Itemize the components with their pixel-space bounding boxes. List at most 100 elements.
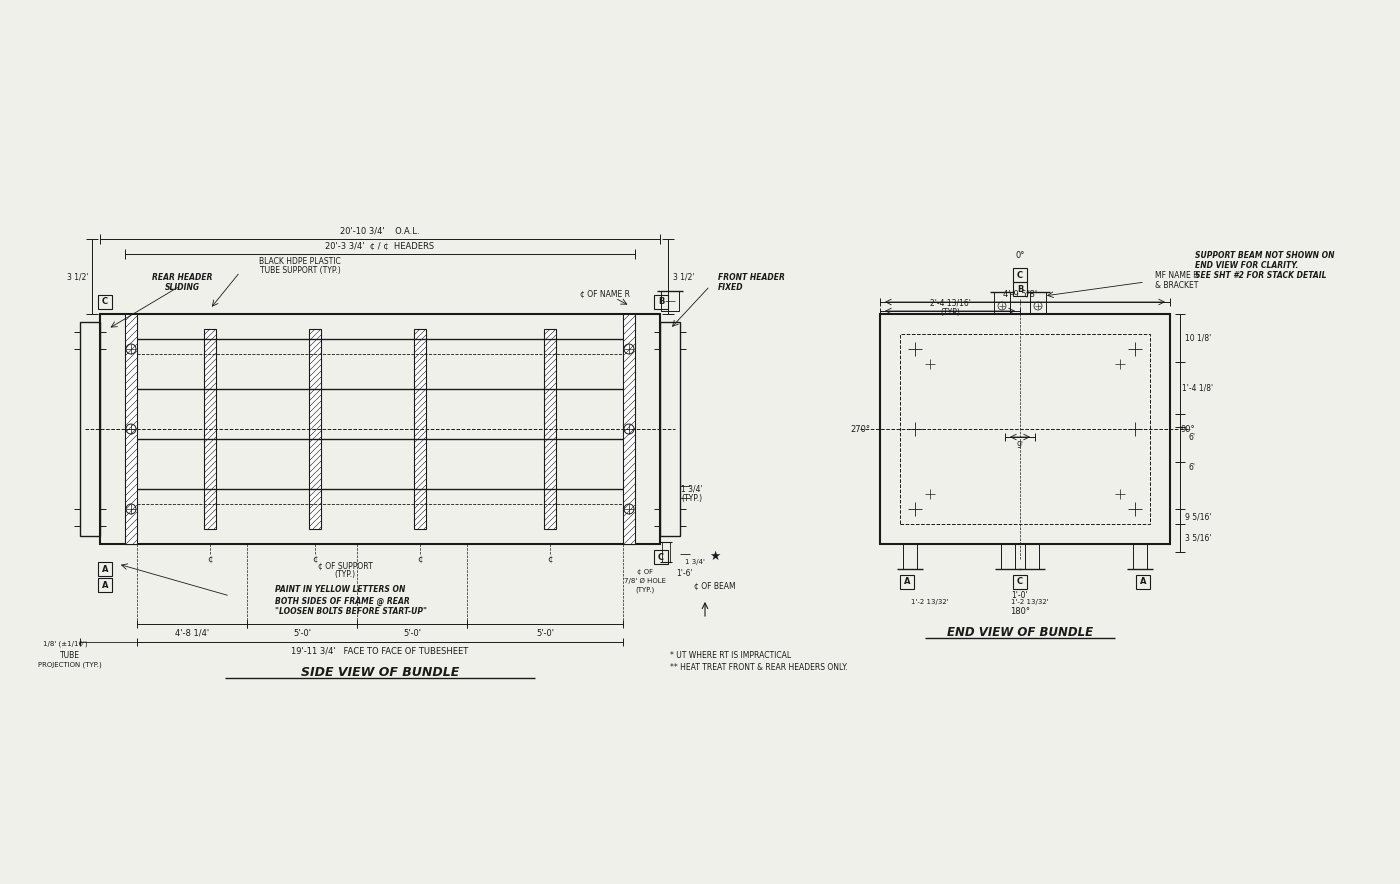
Bar bbox=[661, 291, 679, 311]
Bar bbox=[1025, 544, 1039, 569]
Text: 6': 6' bbox=[1189, 433, 1196, 443]
Text: B: B bbox=[658, 298, 664, 307]
Text: SIDE VIEW OF BUNDLE: SIDE VIEW OF BUNDLE bbox=[301, 666, 459, 679]
Text: ** HEAT TREAT FRONT & REAR HEADERS ONLY.: ** HEAT TREAT FRONT & REAR HEADERS ONLY. bbox=[671, 664, 848, 673]
Text: 9 5/16': 9 5/16' bbox=[1184, 512, 1211, 521]
Bar bbox=[1001, 544, 1015, 569]
Text: 1'-2 13/32': 1'-2 13/32' bbox=[1011, 599, 1049, 605]
Text: * UT WHERE RT IS IMPRACTICAL: * UT WHERE RT IS IMPRACTICAL bbox=[671, 652, 791, 660]
Text: 19'-11 3/4'   FACE TO FACE OF TUBESHEET: 19'-11 3/4' FACE TO FACE OF TUBESHEET bbox=[291, 646, 469, 656]
Text: FIXED: FIXED bbox=[718, 283, 743, 292]
Text: 20'-3 3/4'  ¢ / ¢  HEADERS: 20'-3 3/4' ¢ / ¢ HEADERS bbox=[325, 241, 434, 250]
Bar bbox=[994, 292, 1009, 314]
Text: A: A bbox=[102, 565, 108, 574]
Text: BLACK HDPE PLASTIC: BLACK HDPE PLASTIC bbox=[259, 257, 340, 266]
Text: REAR HEADER: REAR HEADER bbox=[151, 273, 213, 283]
Bar bbox=[662, 542, 671, 562]
Text: B: B bbox=[1016, 285, 1023, 293]
Bar bbox=[881, 314, 1170, 544]
Text: 2'-4 13/16': 2'-4 13/16' bbox=[930, 299, 970, 308]
Text: 1'-4 1/8': 1'-4 1/8' bbox=[1183, 384, 1214, 392]
Text: 9': 9' bbox=[1016, 440, 1023, 449]
Text: 3 5/16': 3 5/16' bbox=[1184, 534, 1211, 543]
Bar bbox=[1014, 268, 1028, 282]
Text: ¢: ¢ bbox=[417, 554, 423, 563]
Bar bbox=[654, 295, 668, 309]
Bar bbox=[98, 562, 112, 576]
Bar bbox=[80, 322, 99, 536]
Text: 4'-8 1/4': 4'-8 1/4' bbox=[175, 629, 209, 637]
Bar bbox=[900, 575, 914, 589]
Text: ¢ OF: ¢ OF bbox=[637, 569, 652, 575]
Bar bbox=[1014, 575, 1028, 589]
Text: "LOOSEN BOLTS BEFORE START-UP": "LOOSEN BOLTS BEFORE START-UP" bbox=[274, 607, 427, 616]
Bar bbox=[545, 329, 556, 529]
Text: A: A bbox=[1140, 577, 1147, 586]
Bar bbox=[414, 329, 426, 529]
Text: 1'-2 13/32': 1'-2 13/32' bbox=[911, 599, 949, 605]
Text: ★: ★ bbox=[710, 550, 721, 562]
Text: 0°: 0° bbox=[1015, 252, 1025, 261]
Text: (TYP.): (TYP.) bbox=[682, 493, 703, 502]
Bar bbox=[1133, 544, 1147, 569]
Bar bbox=[125, 314, 137, 544]
Text: 1'-0': 1'-0' bbox=[1012, 591, 1029, 600]
Text: ¢ OF NAME R: ¢ OF NAME R bbox=[580, 289, 630, 299]
Text: PAINT IN YELLOW LETTERS ON: PAINT IN YELLOW LETTERS ON bbox=[274, 585, 406, 595]
Text: 90°: 90° bbox=[1180, 424, 1196, 433]
Text: TUBE SUPPORT (TYP.): TUBE SUPPORT (TYP.) bbox=[259, 266, 340, 276]
Text: 1 3/4': 1 3/4' bbox=[682, 484, 703, 493]
Text: SEE SHT #2 FOR STACK DETAIL: SEE SHT #2 FOR STACK DETAIL bbox=[1196, 271, 1327, 280]
Text: BOTH SIDES OF FRAME @ REAR: BOTH SIDES OF FRAME @ REAR bbox=[274, 597, 410, 606]
Text: 1 3/4': 1 3/4' bbox=[685, 559, 706, 565]
Text: C: C bbox=[658, 552, 664, 561]
Text: 5'-0': 5'-0' bbox=[403, 629, 421, 637]
Text: 270°: 270° bbox=[850, 424, 869, 433]
Text: (TYP.): (TYP.) bbox=[335, 570, 356, 580]
Bar bbox=[98, 295, 112, 309]
Text: ¢ OF BEAM: ¢ OF BEAM bbox=[694, 582, 736, 591]
Text: FRONT HEADER: FRONT HEADER bbox=[718, 273, 785, 283]
Text: 180°: 180° bbox=[1009, 607, 1030, 616]
Text: ¢: ¢ bbox=[207, 554, 213, 563]
Text: C: C bbox=[1016, 271, 1023, 279]
Bar bbox=[309, 329, 321, 529]
Bar bbox=[900, 334, 1149, 524]
Text: 3 1/2': 3 1/2' bbox=[673, 272, 694, 281]
Bar bbox=[204, 329, 216, 529]
Text: 1/8' (±1/16'): 1/8' (±1/16') bbox=[42, 641, 87, 647]
Bar bbox=[1135, 575, 1149, 589]
Text: END VIEW OF BUNDLE: END VIEW OF BUNDLE bbox=[946, 626, 1093, 638]
Text: 1'-6': 1'-6' bbox=[676, 569, 693, 578]
Text: 4'-9 5/8': 4'-9 5/8' bbox=[1002, 289, 1037, 299]
Bar bbox=[903, 544, 917, 569]
Text: ¢: ¢ bbox=[547, 554, 553, 563]
Bar bbox=[98, 578, 112, 592]
Text: SLIDING: SLIDING bbox=[164, 283, 200, 292]
Text: MF NAME R: MF NAME R bbox=[1155, 271, 1198, 280]
Text: PROJECTION (TYP.): PROJECTION (TYP.) bbox=[38, 662, 102, 668]
Text: END VIEW FOR CLARITY.: END VIEW FOR CLARITY. bbox=[1196, 262, 1298, 271]
Text: 7/8' Ø HOLE: 7/8' Ø HOLE bbox=[624, 578, 666, 584]
Text: (TYP.): (TYP.) bbox=[636, 587, 655, 593]
Bar bbox=[659, 322, 680, 536]
Text: (TYP): (TYP) bbox=[939, 308, 960, 316]
Text: & BRACKET: & BRACKET bbox=[1155, 280, 1198, 289]
Text: 20'-10 3/4'    O.A.L.: 20'-10 3/4' O.A.L. bbox=[340, 226, 420, 235]
Text: SUPPORT BEAM NOT SHOWN ON: SUPPORT BEAM NOT SHOWN ON bbox=[1196, 252, 1334, 261]
Text: C: C bbox=[1016, 577, 1023, 586]
Text: C: C bbox=[102, 298, 108, 307]
Text: ¢: ¢ bbox=[312, 554, 318, 563]
Text: A: A bbox=[102, 581, 108, 590]
Text: TUBE: TUBE bbox=[60, 652, 80, 660]
Bar bbox=[623, 314, 636, 544]
Bar bbox=[1014, 282, 1028, 296]
Text: A: A bbox=[904, 577, 910, 586]
Text: 3 1/2': 3 1/2' bbox=[67, 272, 88, 281]
Text: 5'-0': 5'-0' bbox=[536, 629, 554, 637]
Text: 5'-0': 5'-0' bbox=[293, 629, 311, 637]
Text: 6': 6' bbox=[1189, 463, 1196, 473]
Bar bbox=[1030, 292, 1046, 314]
Text: 10 1/8': 10 1/8' bbox=[1184, 333, 1211, 342]
Bar bbox=[654, 550, 668, 564]
